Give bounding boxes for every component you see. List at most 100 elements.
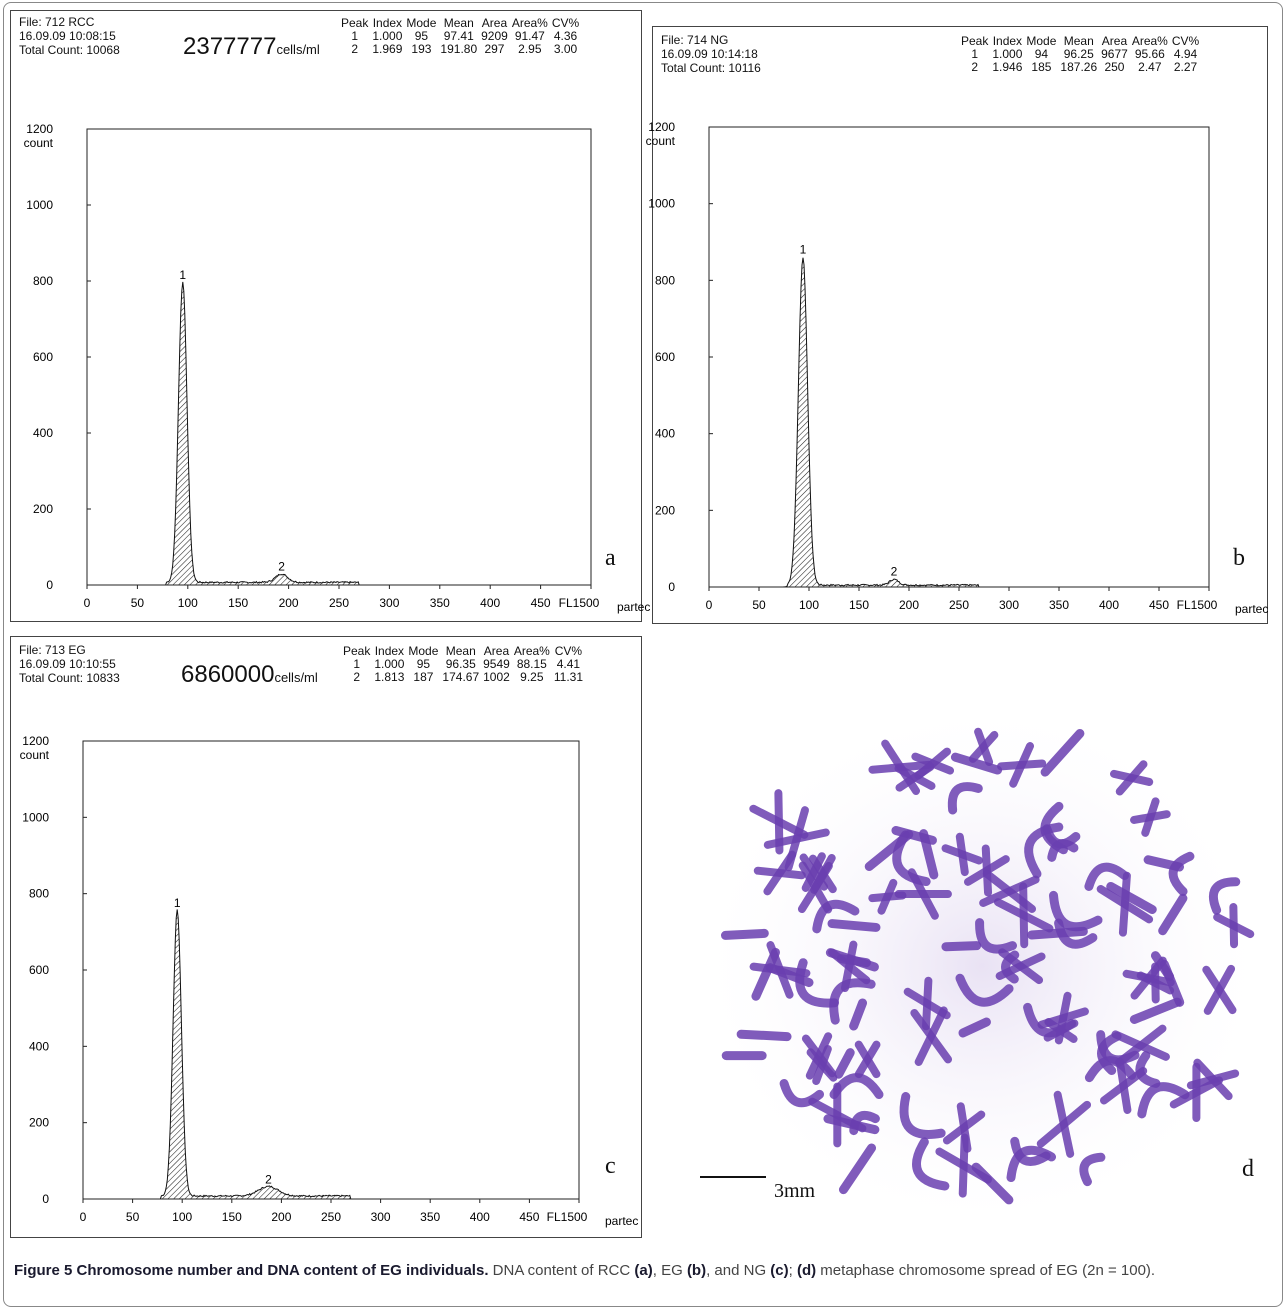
caption-text: , and NG — [706, 1262, 770, 1279]
panel-letter: a — [605, 545, 616, 572]
panel-a-histogram: File: 712 RCC 16.09.09 10:08:15 Total Co… — [10, 10, 642, 622]
y-tick-label: 800 — [29, 887, 49, 901]
histogram-plot: 1 2 1200 1000 800 600 400 200 0 count 0 50 100 150 200… — [653, 27, 1267, 623]
x-tick-label: 450 — [531, 596, 551, 610]
y-tick-label: 600 — [655, 350, 675, 364]
panel-c-histogram: File: 713 EG 16.09.09 10:10:55 Total Cou… — [10, 636, 642, 1238]
x-tick-label: 150 — [222, 1210, 242, 1224]
caption-ref: (b) — [687, 1262, 706, 1279]
chromosome — [725, 933, 764, 935]
x-tick-label: 350 — [430, 596, 450, 610]
x-tick-label: 50 — [126, 1210, 140, 1224]
x-tick-label: 450 — [519, 1210, 539, 1224]
brand-label: partec — [605, 1214, 638, 1228]
brand-label: partec — [617, 600, 650, 614]
histogram-plot: 1 2 1200 1000 800 600 400 200 0 count 0 50 100 150 200… — [11, 11, 641, 621]
x-tick-label: 200 — [279, 596, 299, 610]
y-tick-label: 1000 — [648, 197, 675, 211]
scale-bar — [700, 1176, 766, 1178]
y-tick-label: 200 — [655, 503, 675, 517]
caption-ref: (a) — [634, 1262, 652, 1279]
x-tick-label: 0 — [84, 596, 91, 610]
x-tick-label: 300 — [999, 598, 1019, 612]
caption-ref: (c) — [770, 1262, 788, 1279]
y-tick-label: 0 — [42, 1192, 49, 1206]
caption-ref: (d) — [797, 1262, 816, 1279]
x-tick-label: 0 — [80, 1210, 87, 1224]
y-unit-label: count — [646, 134, 676, 148]
y-unit-label: count — [24, 136, 54, 150]
histogram-series — [147, 282, 389, 585]
x-tick-label: 400 — [1099, 598, 1119, 612]
x-tick-label: 400 — [480, 596, 500, 610]
x-tick-label: 250 — [949, 598, 969, 612]
x-tick-label: 150 — [228, 596, 248, 610]
plot-area — [83, 741, 579, 1199]
x-tick-label: 300 — [379, 596, 399, 610]
panel-letter: d — [1242, 1156, 1254, 1183]
caption-text: , EG — [653, 1262, 687, 1279]
panel-b-histogram: File: 714 NG 16.09.09 10:14:18 Total Cou… — [652, 26, 1268, 624]
y-tick-label: 800 — [655, 273, 675, 287]
y-tick-label: 400 — [29, 1039, 49, 1053]
chromosome — [741, 1034, 787, 1036]
x-tick-label: 150 — [849, 598, 869, 612]
y-tick-label: 0 — [46, 578, 53, 592]
figure-caption: Figure 5 Chromosome number and DNA conte… — [14, 1260, 1276, 1281]
y-tick-label: 400 — [655, 427, 675, 441]
x-tick-label: 350 — [420, 1210, 440, 1224]
x-tick-label: 100 — [799, 598, 819, 612]
y-tick-label: 1000 — [26, 198, 53, 212]
y-tick-label: 1200 — [22, 734, 49, 748]
x-tick-label: 350 — [1049, 598, 1069, 612]
y-tick-label: 200 — [33, 502, 53, 516]
y-tick-label: 400 — [33, 426, 53, 440]
histogram-series — [143, 909, 381, 1199]
x-tick-label: 400 — [470, 1210, 490, 1224]
caption-text: ; — [789, 1262, 797, 1279]
peak-label: 2 — [278, 560, 285, 574]
x-tick-label: FL1500 — [547, 1210, 588, 1224]
x-tick-label: 0 — [706, 598, 713, 612]
panel-d-micrograph: 3mm d — [652, 636, 1276, 1238]
scale-bar-label: 3mm — [774, 1180, 815, 1203]
y-tick-label: 1000 — [22, 810, 49, 824]
y-tick-label: 1200 — [26, 122, 53, 136]
x-tick-label: 250 — [329, 596, 349, 610]
peak-label: 1 — [174, 896, 181, 910]
plot-area — [87, 129, 591, 585]
y-tick-label: 0 — [668, 580, 675, 594]
chromosome — [946, 946, 977, 947]
x-tick-label: 450 — [1149, 598, 1169, 612]
x-tick-label: FL1500 — [1177, 598, 1218, 612]
x-tick-label: 100 — [172, 1210, 192, 1224]
x-tick-label: 100 — [178, 596, 198, 610]
histogram-series — [769, 258, 1009, 587]
y-tick-label: 800 — [33, 274, 53, 288]
peak-label: 2 — [265, 1172, 272, 1186]
y-tick-label: 1200 — [648, 120, 675, 134]
plot-area — [709, 127, 1209, 587]
chromosome-spread-image — [652, 636, 1276, 1238]
chromosome — [832, 924, 876, 928]
panel-letter: c — [605, 1153, 616, 1180]
caption-title: Figure 5 Chromosome number and DNA conte… — [14, 1262, 489, 1279]
brand-label: partec — [1235, 602, 1268, 616]
peak-label: 1 — [179, 268, 186, 282]
x-tick-label: 50 — [752, 598, 766, 612]
x-tick-label: 200 — [271, 1210, 291, 1224]
panel-letter: b — [1233, 545, 1245, 572]
histogram-plot: 1 2 1200 1000 800 600 400 200 0 count 0 50 100 150 200… — [11, 637, 641, 1237]
x-tick-label: 50 — [131, 596, 145, 610]
x-tick-label: FL1500 — [559, 596, 600, 610]
caption-text: DNA content of RCC — [489, 1262, 635, 1279]
y-tick-label: 600 — [29, 963, 49, 977]
peak-label: 1 — [800, 242, 807, 256]
x-tick-label: 250 — [321, 1210, 341, 1224]
x-tick-label: 300 — [371, 1210, 391, 1224]
y-unit-label: count — [20, 748, 50, 762]
peak-label: 2 — [891, 564, 898, 578]
y-tick-label: 600 — [33, 350, 53, 364]
y-tick-label: 200 — [29, 1116, 49, 1130]
x-tick-label: 200 — [899, 598, 919, 612]
